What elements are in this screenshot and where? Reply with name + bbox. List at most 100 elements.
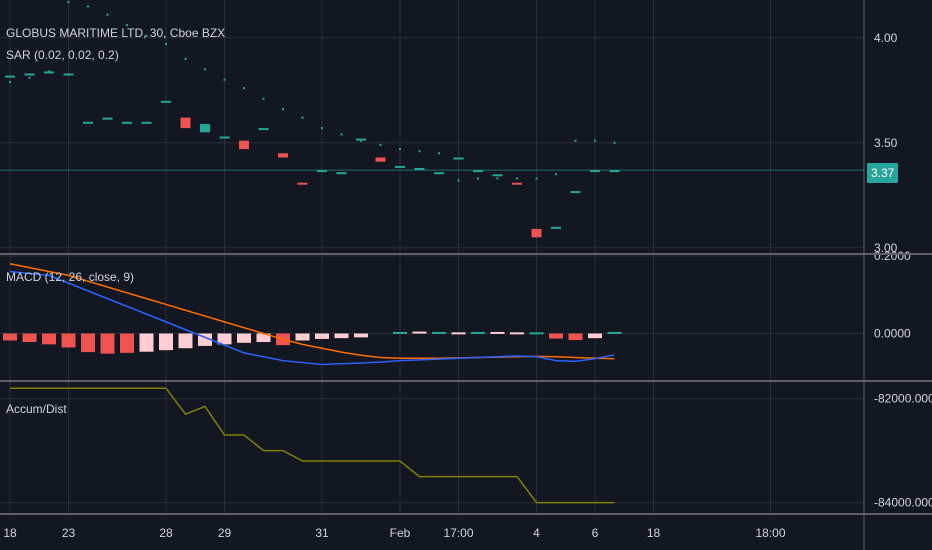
macd-hist-bar-8	[159, 333, 173, 351]
macd-hist-bar-4	[81, 333, 95, 353]
sar-dot-7	[145, 34, 148, 37]
sar-dot-1	[28, 76, 31, 79]
sar-dot-11	[223, 78, 226, 81]
macd-hist-bar-12	[237, 333, 251, 343]
candle-21	[414, 168, 425, 170]
y-tick-label-0-2: 3.00	[874, 241, 898, 255]
macd-hist-bar-11	[217, 333, 232, 345]
macd-hist-bar-28	[549, 333, 563, 339]
x-tick-label-10: 18:00	[755, 526, 785, 540]
macd-hist-bar-5	[100, 333, 115, 354]
sar-dot-0	[9, 80, 11, 83]
macd-hist-bar-24	[471, 331, 485, 334]
macd-hist-bar-30	[588, 333, 602, 339]
macd-hist-bar-27	[529, 332, 544, 335]
sar-dot-29	[574, 139, 577, 142]
candle-28	[551, 226, 561, 229]
x-tick-label-7: 4	[533, 526, 540, 540]
sar-dot-15	[301, 116, 304, 119]
candle-25	[492, 174, 503, 177]
sar-dot-25	[496, 177, 499, 180]
candle-1	[24, 73, 35, 76]
candle-20	[395, 165, 405, 168]
candle-6	[122, 121, 132, 124]
candle-16	[317, 170, 327, 173]
sar-dot-8	[165, 43, 167, 46]
macd-hist-bar-25	[490, 331, 505, 334]
candle-2	[44, 71, 54, 74]
sar-dot-22	[438, 152, 440, 155]
candle-13	[258, 128, 269, 131]
candle-31	[609, 170, 620, 173]
macd-legend: MACD (12, 26, close, 9)	[6, 270, 135, 284]
macd-hist-bar-18	[354, 333, 368, 338]
y-tick-label-2-0: -82000.0000	[874, 392, 932, 406]
candle-12	[239, 140, 249, 150]
candle-9	[180, 117, 191, 129]
macd-hist-bar-3	[61, 333, 76, 348]
sar-dot-18	[360, 139, 362, 142]
macd-hist-bar-9	[178, 333, 193, 349]
candle-17	[336, 172, 347, 175]
last-price-tag: 3.37	[867, 163, 899, 183]
y-tick-label-2-1: -84000.0000	[874, 496, 932, 510]
candle-15	[297, 182, 308, 185]
macd-hist-bar-13	[256, 333, 271, 343]
sar-dot-3	[67, 1, 70, 4]
macd-hist-bar-31	[607, 331, 622, 334]
y-tick-label-1-1: 0.0000	[874, 327, 911, 341]
sar-dot-14	[282, 108, 284, 111]
macd-hist-bar-29	[568, 333, 583, 341]
candle-7	[141, 121, 152, 124]
macd-hist-bar-16	[315, 333, 329, 339]
x-tick-label-6: 17:00	[443, 526, 473, 540]
sar-dot-12	[243, 87, 245, 90]
macd-hist-bar-6	[120, 333, 134, 353]
macd-hist-bar-2	[42, 333, 56, 345]
sar-dot-16	[321, 127, 323, 130]
sar-dot-27	[535, 177, 538, 180]
candle-11	[219, 136, 230, 139]
candle-22	[434, 172, 444, 175]
candle-26	[512, 182, 522, 185]
candle-0	[5, 75, 15, 78]
macd-hist-bar-7	[139, 333, 154, 352]
sar-dot-31	[613, 141, 616, 144]
ad-line	[10, 387, 615, 504]
macd-hist-bar-15	[295, 333, 310, 341]
macd-hist-bar-21	[412, 331, 427, 334]
candle-18	[356, 138, 366, 141]
macd-hist-bar-26	[510, 332, 524, 335]
x-tick-label-1: 23	[62, 526, 76, 540]
macd-hist-bar-17	[334, 333, 349, 339]
candle-24	[473, 170, 483, 173]
macd-hist-bar-0	[3, 333, 17, 341]
sar-dot-20	[399, 148, 401, 151]
sar-dot-30	[594, 139, 596, 142]
y-tick-label-0-1: 3.50	[874, 136, 898, 150]
candle-29	[570, 191, 581, 194]
x-tick-label-9: 18	[647, 526, 661, 540]
x-tick-label-2: 28	[159, 526, 173, 540]
candle-14	[278, 153, 288, 158]
x-tick-label-0: 18	[3, 526, 17, 540]
sar-dot-17	[340, 133, 343, 136]
candle-19	[375, 157, 386, 162]
sar-dot-5	[106, 13, 109, 16]
symbol-title: GLOBUS MARITIME LTD, 30, Cboe BZX	[6, 26, 226, 40]
sar-dot-24	[477, 177, 479, 180]
x-tick-label-3: 29	[218, 526, 232, 540]
macd-hist-bar-20	[393, 331, 407, 334]
macd-hist-bar-23	[451, 332, 466, 335]
candle-8	[161, 100, 171, 103]
y-tick-label-0-0: 4.00	[874, 31, 898, 45]
sar-dot-28	[555, 173, 557, 176]
candle-4	[83, 121, 93, 124]
sar-dot-13	[262, 97, 265, 100]
sar-dot-4	[87, 5, 89, 8]
candle-5	[102, 117, 113, 120]
sar-dot-21	[418, 150, 421, 153]
sar-dot-23	[457, 179, 460, 182]
